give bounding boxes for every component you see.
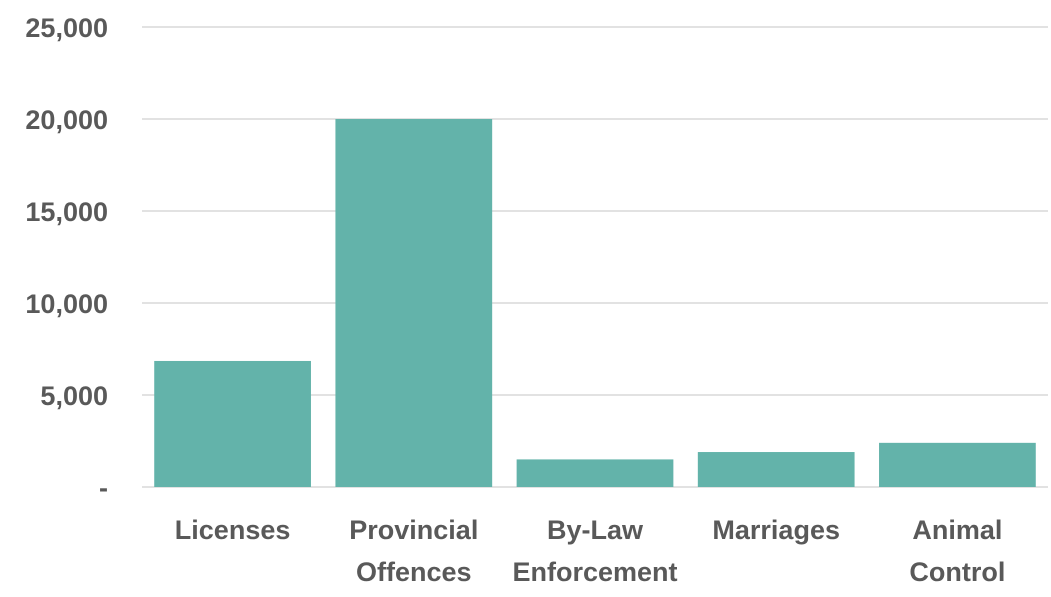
y-tick-label: 5,000 [40, 381, 108, 411]
x-axis: Licenses Provincial Offences By-Law Enforcem… [175, 515, 1006, 587]
bar [697, 452, 855, 487]
x-category-label-line: Enforcement [512, 557, 677, 587]
bar [335, 119, 493, 487]
y-tick-label: 10,000 [25, 289, 108, 319]
x-category-label-line: Marriages [712, 515, 840, 545]
y-tick-label: 25,000 [25, 13, 108, 43]
bar [516, 459, 674, 487]
y-tick-label: - [99, 473, 108, 503]
x-category-label-line: Licenses [175, 515, 291, 545]
x-category-label: Licenses [175, 515, 291, 545]
x-category-label: Marriages [712, 515, 840, 545]
bars [154, 119, 1036, 487]
x-category-label-line: Animal [912, 515, 1002, 545]
bar [154, 360, 311, 487]
x-category-label-line: By-Law [547, 515, 644, 545]
x-category-label: Provincial Offences [349, 515, 478, 587]
x-category-label: By-Law Enforcement [512, 515, 677, 587]
x-category-label-line: Control [909, 557, 1005, 587]
y-tick-label: 20,000 [25, 105, 108, 135]
y-axis: - 5,000 10,000 15,000 20,000 25,000 [25, 13, 108, 503]
x-category-label-line: Offences [356, 557, 472, 587]
x-category-label-line: Provincial [349, 515, 478, 545]
x-category-label: Animal Control [909, 515, 1005, 587]
bar [879, 442, 1036, 487]
y-tick-label: 15,000 [25, 197, 108, 227]
